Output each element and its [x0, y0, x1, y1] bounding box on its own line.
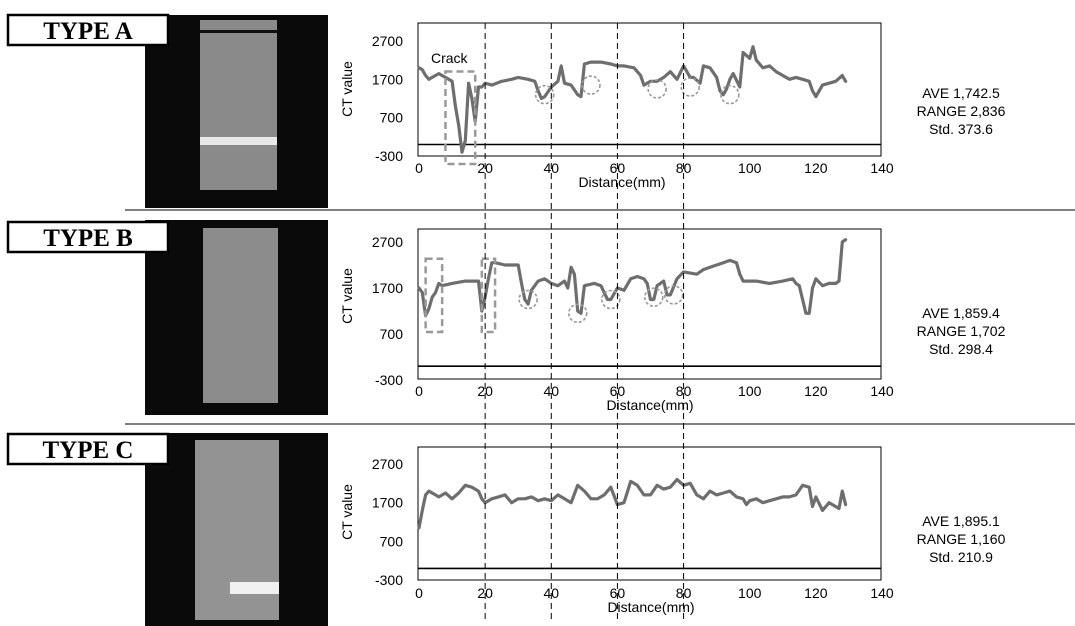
low-density-box [424, 257, 444, 334]
x-axis-label: Distance(mm) [578, 174, 665, 190]
y-tick-label: -300 [375, 572, 403, 588]
void-circle-mark [647, 79, 667, 99]
y-tick-label: 1700 [372, 495, 403, 511]
ct-value-line [417, 477, 848, 530]
y-tick-label: 1700 [372, 280, 403, 296]
y-axis-label: CT value [339, 484, 355, 540]
ct-scan-image-a [145, 15, 328, 208]
void-circle-mark [601, 289, 621, 310]
x-tick-label: 100 [738, 585, 762, 601]
x-tick-label: 60 [610, 383, 626, 399]
x-axis-label: Distance(mm) [607, 599, 694, 615]
chart-panel-c: CT value Distance(mm) AVE 1,895.1 RANGE … [339, 446, 1006, 615]
y-tick-label: 2700 [372, 33, 403, 49]
y-tick-label: 700 [380, 326, 404, 342]
x-tick-label: 120 [804, 585, 828, 601]
stat-ave: AVE 1,859.4 [922, 305, 1000, 321]
x-tick-label: 140 [870, 383, 894, 399]
stat-range: RANGE 1,702 [917, 323, 1006, 339]
guide-lines [484, 23, 685, 622]
ct-scan-image-c [145, 433, 328, 626]
void-circle-mark [720, 84, 740, 105]
void-circle-mark [663, 285, 684, 305]
stat-std: Std. 298.4 [929, 341, 993, 357]
y-tick-label: 1700 [372, 71, 403, 87]
plot-frame [417, 22, 882, 157]
y-tick-label: 700 [380, 533, 404, 549]
plot-frame [417, 228, 882, 380]
ct-scan-image-b [145, 220, 328, 415]
chart-panel-b: CT value Distance(mm) AVE 1,859.4 RANGE … [339, 228, 1006, 413]
y-tick-label: 2700 [372, 234, 403, 250]
low-density-box [480, 257, 497, 334]
type-a-label-box: TYPE A [6, 13, 170, 47]
x-tick-label: 0 [415, 383, 423, 399]
stat-std: Std. 210.9 [929, 549, 993, 565]
x-tick-label: 0 [415, 585, 423, 601]
y-tick-label: 2700 [372, 456, 403, 472]
crack-region-box [444, 70, 477, 166]
stat-range: RANGE 2,836 [917, 103, 1006, 119]
x-tick-label: 100 [738, 160, 762, 176]
void-circle-mark [567, 303, 588, 324]
stat-range: RANGE 1,160 [917, 531, 1006, 547]
type-a-label: TYPE A [43, 18, 133, 45]
x-tick-label: 140 [870, 585, 894, 601]
y-axis-label: CT value [339, 268, 355, 324]
void-circle-mark [644, 287, 664, 308]
void-circle-mark [680, 77, 700, 97]
y-tick-label: -300 [375, 372, 403, 388]
x-tick-label: 20 [477, 383, 493, 399]
y-axis-label: CT value [339, 61, 355, 117]
ct-value-line [417, 45, 848, 154]
chart-panel-a: CT value Distance(mm) Crack AVE 1,742.5 … [339, 22, 1006, 190]
y-tick-label: 700 [380, 110, 404, 126]
type-b-label-box: TYPE B [6, 220, 170, 254]
y-tick-label: -300 [375, 148, 403, 164]
x-tick-label: 0 [415, 160, 423, 176]
x-tick-label: 120 [804, 383, 828, 399]
void-circle-mark [534, 84, 555, 105]
x-tick-label: 40 [543, 383, 559, 399]
type-c-label-box: TYPE C [6, 432, 170, 466]
crack-label: Crack [431, 50, 469, 66]
x-axis-label: Distance(mm) [606, 397, 693, 413]
x-tick-label: 80 [676, 383, 692, 399]
stat-std: Std. 373.6 [929, 121, 993, 137]
type-c-label: TYPE C [43, 437, 134, 464]
plot-frame [417, 446, 882, 581]
x-tick-label: 100 [738, 383, 762, 399]
stat-ave: AVE 1,742.5 [922, 85, 1000, 101]
void-circle-mark [518, 289, 538, 310]
stat-ave: AVE 1,895.1 [922, 513, 1000, 529]
void-circle-mark [581, 75, 601, 95]
x-tick-label: 120 [804, 160, 828, 176]
x-tick-label: 140 [870, 160, 894, 176]
type-b-label: TYPE B [43, 225, 133, 252]
